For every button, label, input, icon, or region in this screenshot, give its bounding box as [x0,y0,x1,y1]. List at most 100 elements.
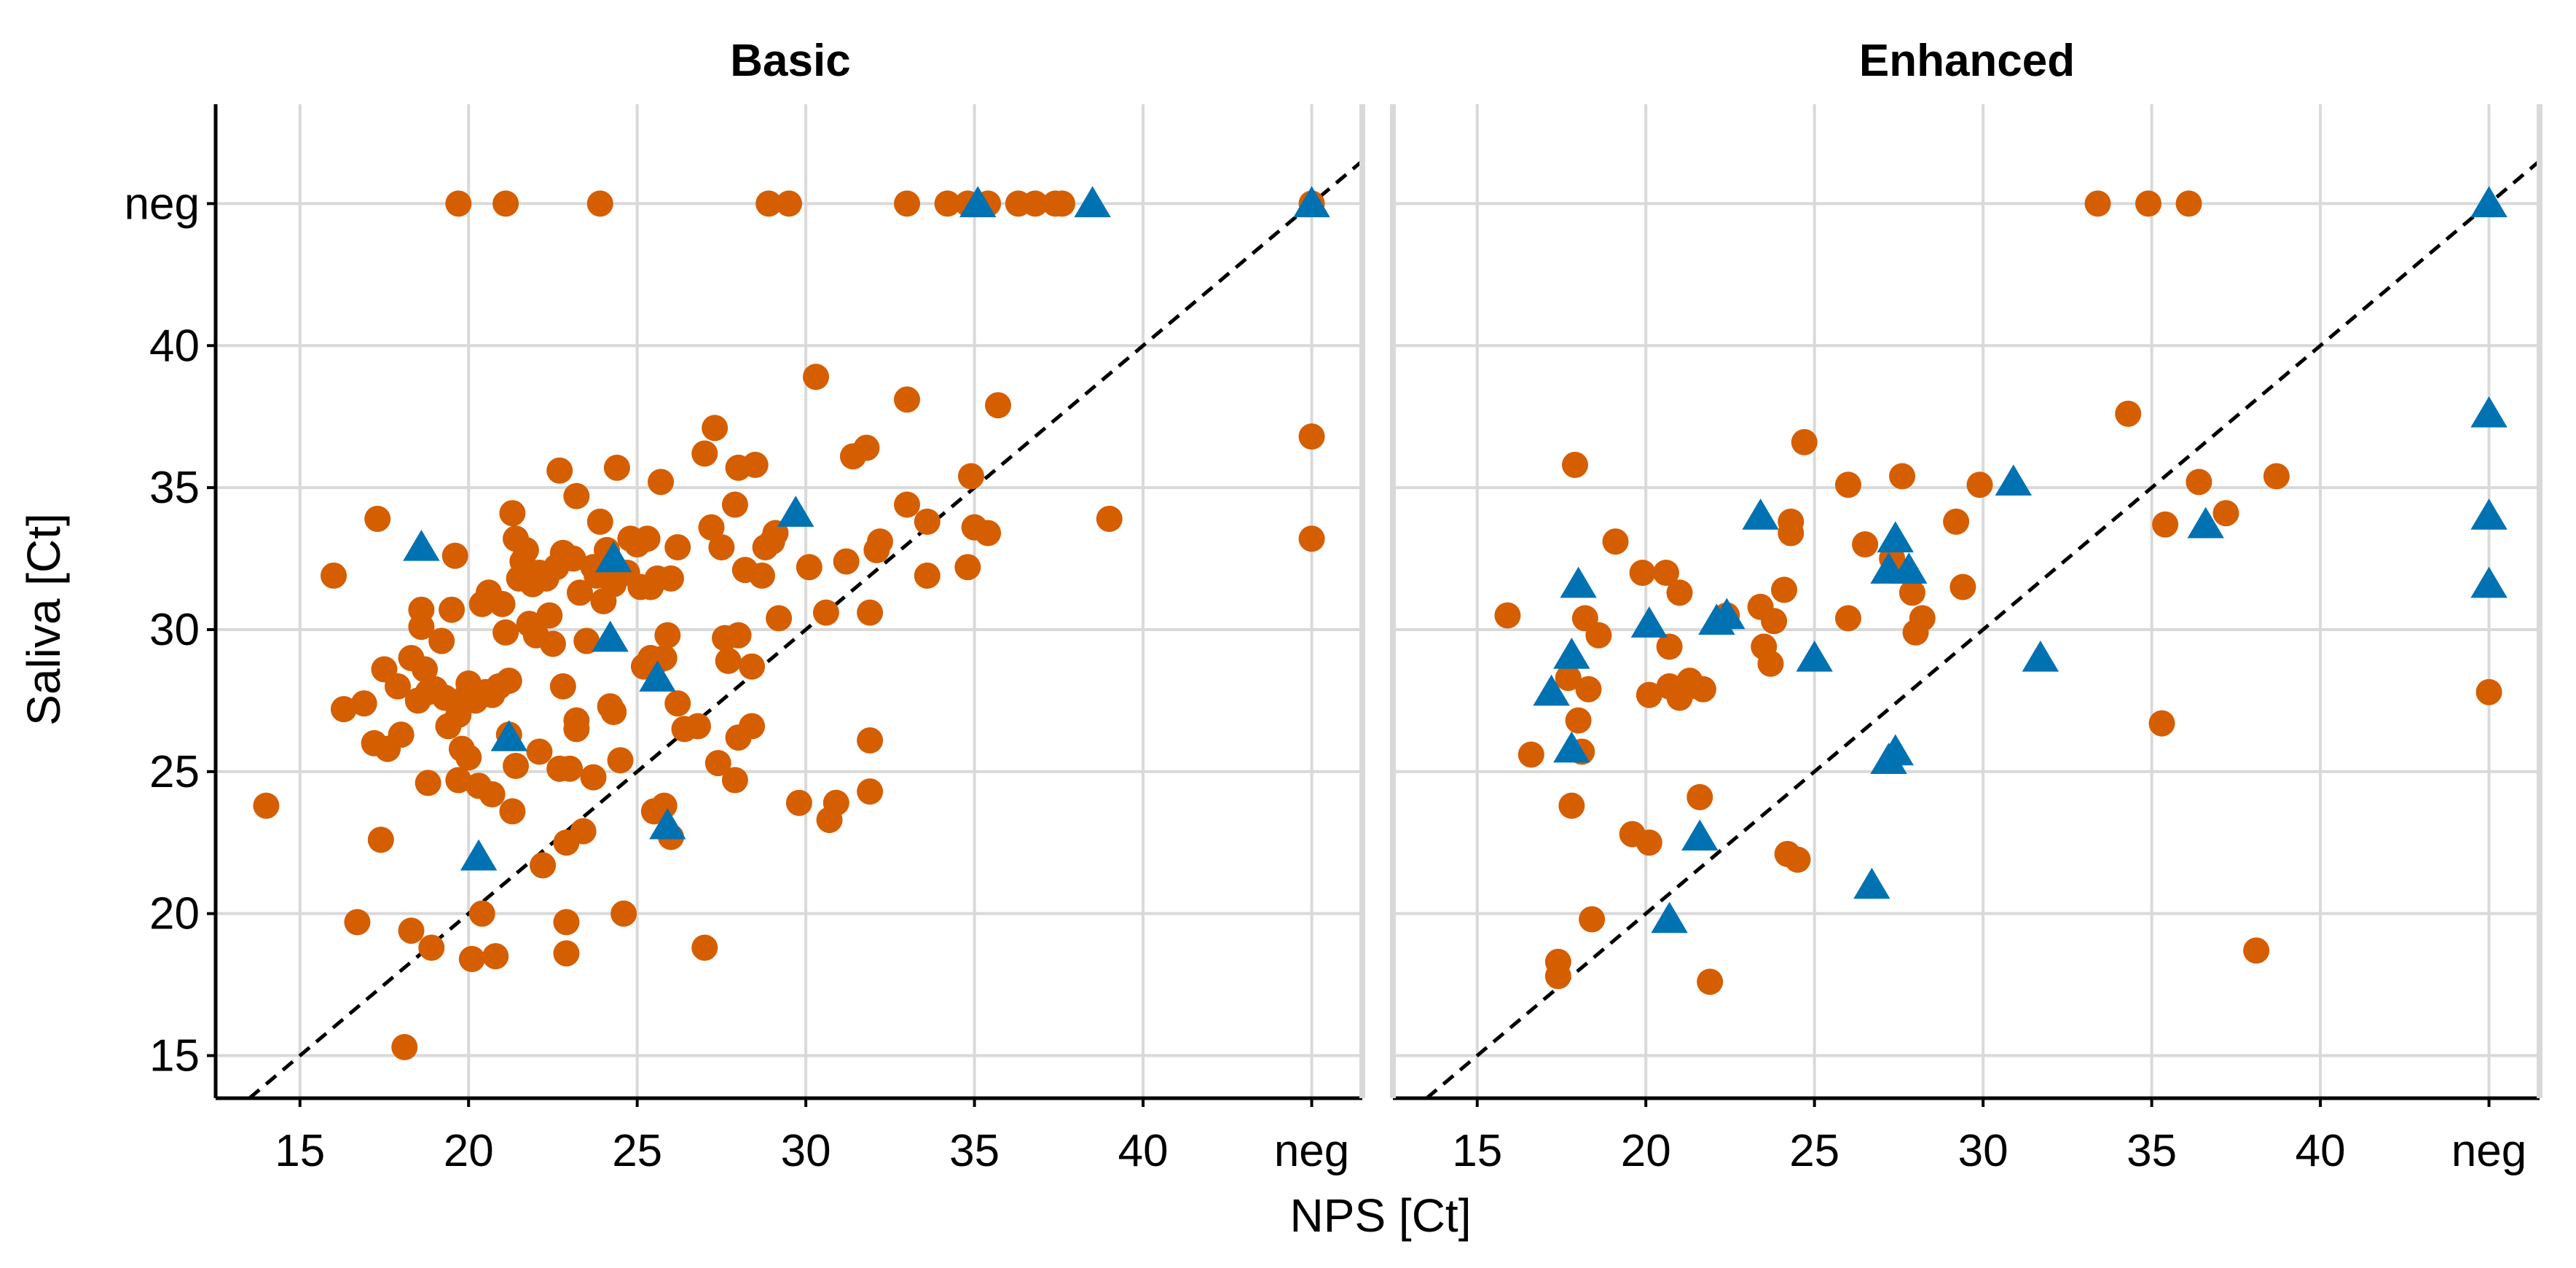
circle-point [398,917,425,944]
y-tick-labels-basic: 15 20 25 30 35 40 neg [125,179,216,1081]
circle-point [2243,937,2270,964]
circle-point [1656,633,1683,660]
circle-point [539,630,566,657]
triangle-point [649,807,686,840]
circle-point [1686,783,1713,810]
circle-point [766,605,793,632]
circle-point [492,619,519,646]
circle-point [580,764,607,791]
circle-point [1544,963,1571,990]
circle-point [468,900,495,927]
circle-point [2152,511,2179,538]
x-tick-label: 40 [1118,1126,1169,1176]
circle-point [344,909,371,936]
circle-point [691,440,718,467]
x-tick-label: 30 [1958,1126,2008,1176]
circle-point [489,590,516,617]
x-tick-label: 15 [1452,1126,1502,1176]
circle-point [857,727,884,754]
circle-point [1784,846,1811,873]
circle-point [957,463,984,490]
triangle-point [403,529,440,561]
circle-point [428,627,455,654]
identity-line [1425,160,2541,1100]
circle-point [330,696,357,723]
circle-point [634,525,661,552]
circle-point [748,562,775,589]
circle-point [1949,574,1976,600]
circle-point [1834,605,1861,632]
circle-point [2175,190,2202,217]
circle-point [1602,528,1629,555]
triangle-point [2470,396,2508,428]
circle-point [445,767,472,794]
triangle-point [1995,464,2033,496]
x-tick-label: 35 [2127,1126,2177,1176]
circle-point [894,491,921,518]
circle-point [702,415,729,442]
circle-point [503,753,530,780]
triangle-point [1651,901,1688,934]
panel-enhanced: 15 20 25 30 35 40 neg Enhanced [1390,36,2542,1176]
circle-point [796,554,822,581]
circle-point [546,457,573,484]
triangle-point [2470,498,2508,530]
circle-point [479,781,506,808]
circle-point [803,364,830,391]
circle-point [2115,400,2142,427]
triangle-point [592,620,629,652]
circle-point [610,900,637,927]
circle-point [1635,829,1662,856]
triangle-point [1293,186,1330,218]
x-tick-labels-enhanced: 15 20 25 30 35 40 neg [1452,1098,2526,1176]
y-tick-label: 20 [149,889,200,939]
circle-point [651,792,678,819]
circle-point [664,533,691,560]
circle-point [441,542,468,569]
circle-point [530,852,557,879]
circle-point [455,744,482,771]
circle-point [603,454,630,481]
circle-point [654,622,681,649]
circle-point [570,818,597,845]
circle-point [721,767,748,794]
circle-point [755,190,782,217]
circle-point [739,713,766,740]
triangle-point [490,720,527,751]
reference-line-enhanced [1425,160,2541,1100]
circle-point [1652,560,1679,587]
circle-point [657,565,684,592]
triangle-point [1742,498,1779,530]
x-tick-label: 30 [781,1126,831,1176]
circle-point [1494,602,1521,629]
circle-point [445,190,472,217]
x-tick-label: 20 [444,1126,494,1176]
circle-point [1689,676,1716,703]
circle-point [1778,520,1805,547]
x-tick-label: neg [1274,1126,1349,1176]
circle-point [364,505,391,532]
circle-point [408,596,435,623]
x-tick-label: neg [2451,1126,2526,1176]
circle-point [2148,710,2175,737]
triangle-point [959,186,997,218]
circle-point [985,392,1012,419]
triangle-point [1708,598,1746,630]
circle-point [536,602,563,629]
circle-point [1585,622,1612,649]
circle-point [704,750,731,777]
triangle-point [1533,674,1570,706]
circle-point [557,755,584,782]
triangle-point [2187,506,2224,539]
circle-point [742,451,769,478]
circle-point [721,491,748,518]
circle-point [1943,508,1970,535]
panel-basic: 15 20 25 30 35 40 neg 15 20 25 30 35 40 neg Basic [125,36,1365,1176]
circle-point [1298,525,1325,552]
circle-point [321,562,347,589]
triangle-point [595,541,632,573]
triangle-point [2470,186,2508,218]
circle-point [600,698,627,725]
circle-point [563,482,590,509]
axes-enhanced [1390,104,2542,1100]
